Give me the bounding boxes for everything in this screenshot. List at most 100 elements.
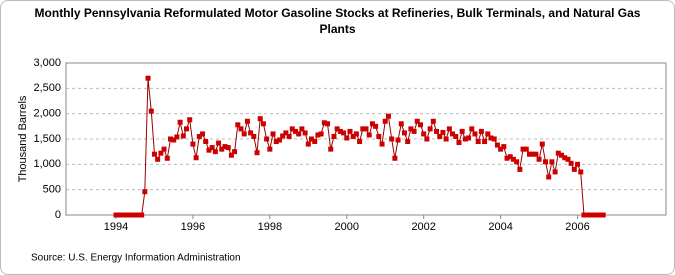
- data-point: [273, 139, 279, 145]
- data-point: [305, 141, 311, 147]
- data-point: [539, 141, 545, 147]
- data-point: [517, 166, 523, 172]
- data-point: [190, 141, 196, 147]
- data-point: [145, 75, 151, 81]
- data-point: [472, 131, 478, 137]
- data-point: [488, 135, 494, 141]
- data-point: [453, 133, 459, 139]
- data-point: [248, 130, 254, 136]
- data-point: [466, 135, 472, 141]
- data-point: [360, 126, 366, 132]
- data-point: [498, 146, 504, 152]
- data-point: [405, 139, 411, 145]
- data-point: [594, 212, 600, 218]
- data-point: [462, 136, 468, 142]
- data-point: [148, 108, 154, 114]
- data-point: [427, 126, 433, 132]
- data-point: [494, 142, 500, 148]
- data-point: [177, 119, 183, 125]
- data-point: [482, 139, 488, 145]
- y-tick-label: 2,500: [33, 82, 61, 94]
- data-point: [321, 120, 327, 126]
- data-point: [168, 136, 173, 142]
- data-point: [309, 136, 314, 142]
- data-point: [562, 155, 568, 161]
- y-tick-label: 0: [55, 209, 61, 221]
- data-point: [219, 146, 225, 152]
- data-point: [530, 151, 536, 157]
- data-point: [200, 131, 206, 137]
- data-point: [543, 159, 548, 165]
- data-point: [254, 150, 260, 156]
- data-point: [209, 145, 215, 151]
- data-point: [504, 155, 510, 161]
- data-point: [331, 133, 337, 139]
- data-point: [514, 159, 520, 165]
- data-point: [235, 122, 241, 128]
- source-note: Source: U.S. Energy Information Administ…: [31, 253, 241, 264]
- data-point: [228, 152, 234, 158]
- x-tick-label: 2004: [488, 221, 512, 233]
- data-point: [132, 212, 138, 218]
- x-tick-label: 2000: [335, 221, 359, 233]
- data-point: [526, 151, 532, 157]
- data-point: [270, 131, 276, 137]
- data-point: [385, 113, 391, 119]
- data-point: [363, 126, 369, 132]
- series-line: [116, 78, 604, 216]
- data-point: [575, 161, 581, 167]
- data-point: [382, 118, 388, 124]
- data-point: [344, 135, 350, 141]
- data-point: [264, 136, 270, 142]
- data-point: [276, 137, 282, 143]
- data-point: [280, 133, 286, 139]
- data-point: [325, 121, 331, 127]
- data-point: [164, 155, 170, 161]
- data-point: [119, 212, 125, 218]
- data-point: [440, 129, 446, 135]
- data-point: [373, 123, 379, 129]
- data-point: [369, 121, 375, 127]
- data-point: [196, 133, 202, 139]
- data-point: [251, 133, 257, 139]
- data-point: [267, 146, 273, 152]
- data-point: [549, 159, 555, 165]
- x-tick-label: 1994: [104, 221, 128, 233]
- data-point: [123, 212, 129, 218]
- data-point: [478, 128, 484, 134]
- chart-title: Monthly Pennsylvania Reformulated Motor …: [34, 6, 641, 36]
- data-point: [446, 126, 452, 132]
- data-point: [353, 131, 359, 137]
- data-point: [568, 160, 574, 166]
- data-point: [187, 117, 193, 123]
- y-tick-label: 3,000: [33, 57, 61, 69]
- data-point: [523, 146, 529, 152]
- data-point: [581, 212, 587, 218]
- data-point: [597, 212, 603, 218]
- x-tick-label: 2006: [565, 221, 589, 233]
- data-point: [244, 118, 250, 124]
- data-point: [443, 136, 449, 142]
- data-point: [296, 131, 302, 137]
- data-point: [475, 139, 481, 145]
- data-point: [469, 126, 475, 132]
- data-point: [571, 166, 577, 172]
- data-point: [206, 147, 212, 153]
- data-point: [158, 150, 164, 156]
- plot-border: [65, 62, 667, 216]
- y-axis-label: Thousand Barrels: [17, 95, 29, 182]
- data-point: [151, 151, 157, 157]
- data-point: [501, 144, 507, 150]
- data-point: [546, 174, 552, 180]
- data-point: [398, 121, 404, 127]
- x-tick-label: 1998: [258, 221, 282, 233]
- data-point: [293, 128, 298, 134]
- data-point: [216, 140, 222, 146]
- data-point: [139, 212, 145, 218]
- data-point: [113, 212, 119, 218]
- x-tick-label: 1996: [181, 221, 205, 233]
- data-point: [450, 131, 456, 137]
- data-point: [238, 126, 244, 132]
